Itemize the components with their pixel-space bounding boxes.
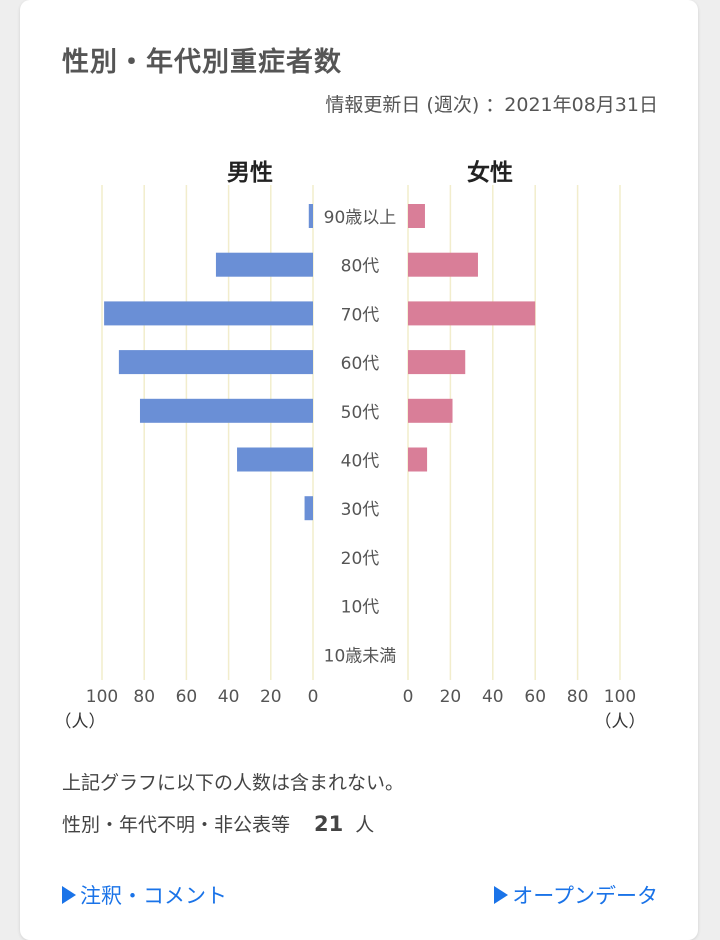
female-tick-label: 40 (482, 687, 504, 707)
male-unit-label: （人） (55, 712, 106, 732)
female-tick-label: 80 (567, 687, 589, 707)
male-bar (308, 204, 313, 228)
female-tick-label: 60 (524, 687, 546, 707)
age-label: 10歳未満 (324, 646, 397, 666)
male-bar (104, 301, 313, 326)
age-label: 70代 (341, 305, 380, 325)
male-bar (118, 350, 313, 375)
note-excluded: 上記グラフに以下の人数は含まれない。 (62, 772, 405, 794)
male-bar (139, 398, 313, 423)
note-unknown: 性別・年代不明・非公表等 21 人 (62, 810, 374, 837)
female-bar (408, 252, 478, 277)
age-label: 30代 (341, 500, 380, 520)
female-tick-label: 0 (403, 687, 414, 707)
note-unknown-unit: 人 (355, 814, 375, 836)
male-tick-label: 60 (176, 687, 198, 707)
male-tick-label: 20 (260, 687, 282, 707)
male-bar (215, 252, 313, 277)
male-bar (237, 447, 313, 472)
play-triangle-icon (494, 886, 509, 904)
female-header: 女性 (467, 159, 513, 186)
female-tick-label: 100 (604, 687, 636, 707)
male-tick-label: 0 (308, 687, 319, 707)
male-tick-label: 40 (218, 687, 240, 707)
butterfly-chart: 男性 女性 90歳以上 80代 70代 60代 50代 40代 30代 20代 10代 10歳未満 0 0… (55, 159, 646, 732)
play-triangle-icon (62, 886, 76, 904)
female-bar (408, 350, 466, 375)
update-date: 情報更新日 (週次) ：2021年08月31日 (325, 94, 658, 116)
age-label: 20代 (341, 549, 380, 569)
male-bar (304, 496, 313, 521)
male-tick-label: 80 (133, 687, 155, 707)
age-label: 90歳以上 (324, 208, 397, 228)
age-label: 50代 (341, 403, 380, 423)
male-header: 男性 (227, 160, 273, 186)
age-label: 60代 (341, 354, 380, 374)
comments-link[interactable]: 注釈・コメント (62, 880, 227, 910)
note-unknown-label: 性別・年代不明・非公表等 (62, 814, 291, 836)
female-bar (408, 447, 428, 472)
female-unit-label: （人） (595, 712, 646, 732)
note-unknown-count: 21 (314, 812, 344, 836)
female-bar (408, 301, 536, 326)
female-bar (408, 204, 425, 228)
page-title: 性別・年代別重症者数 (62, 47, 342, 78)
card (20, 0, 698, 940)
age-label: 40代 (341, 452, 380, 472)
age-label: 10代 (341, 598, 380, 618)
female-bar (408, 398, 453, 423)
female-tick-label: 20 (440, 687, 462, 707)
male-tick-label: 100 (86, 687, 118, 707)
open-data-link-label: オープンデータ (512, 884, 658, 908)
comments-link-label: 注釈・コメント (80, 884, 227, 908)
open-data-link[interactable]: オープンデータ (494, 880, 658, 910)
age-label: 80代 (341, 257, 380, 277)
